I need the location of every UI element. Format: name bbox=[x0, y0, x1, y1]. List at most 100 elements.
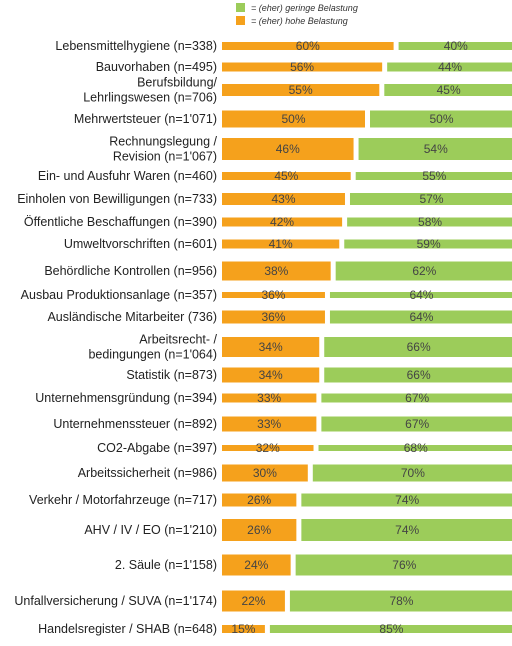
value-label-high-1: 56% bbox=[290, 60, 314, 74]
value-label-low-9: 62% bbox=[412, 264, 436, 278]
bar-high-19 bbox=[222, 519, 297, 541]
category-label-20-0: 2. Säule (n=1'158) bbox=[115, 558, 217, 572]
legend-swatch-orange bbox=[236, 16, 245, 25]
value-label-low-6: 57% bbox=[419, 192, 443, 206]
category-label-2-1: Lehrlingswesen (n=706) bbox=[83, 91, 217, 105]
value-label-low-14: 67% bbox=[405, 391, 429, 405]
value-label-high-14: 33% bbox=[257, 391, 281, 405]
value-label-high-18: 26% bbox=[247, 493, 271, 507]
value-label-low-16: 68% bbox=[404, 441, 428, 455]
value-label-high-7: 42% bbox=[270, 215, 294, 229]
value-label-low-8: 59% bbox=[417, 237, 441, 251]
value-label-low-21: 78% bbox=[389, 594, 413, 608]
category-label-12-0: Arbeitsrecht- / bbox=[139, 333, 217, 347]
value-label-high-5: 45% bbox=[274, 169, 298, 183]
value-label-low-20: 76% bbox=[392, 558, 416, 572]
bar-low-10 bbox=[329, 292, 512, 298]
bar-high-2 bbox=[222, 84, 380, 96]
legend: = (eher) geringe Belastung = (eher) hohe… bbox=[236, 1, 358, 27]
value-label-low-18: 74% bbox=[395, 493, 419, 507]
value-label-low-10: 64% bbox=[409, 288, 433, 302]
value-label-low-11: 64% bbox=[409, 310, 433, 324]
bar-low-21 bbox=[289, 590, 512, 612]
category-label-14-0: Unternehmensgründung (n=394) bbox=[35, 391, 217, 405]
category-label-9-0: Behördliche Kontrollen (n=956) bbox=[44, 264, 217, 278]
bar-high-7 bbox=[222, 217, 343, 227]
value-label-low-12: 66% bbox=[407, 340, 431, 354]
category-label-10-0: Ausbau Produktionsanlage (n=357) bbox=[21, 288, 217, 302]
category-label-3-0: Mehrwertsteuer (n=1'071) bbox=[74, 112, 217, 126]
bar-high-10 bbox=[222, 292, 325, 298]
bar-low-2 bbox=[384, 84, 512, 96]
category-label-17-0: Arbeitssicherheit (n=986) bbox=[78, 466, 217, 480]
category-label-18-0: Verkehr / Motorfahrzeuge (n=717) bbox=[29, 493, 217, 507]
bar-high-8 bbox=[222, 239, 340, 249]
value-label-high-6: 43% bbox=[271, 192, 295, 206]
bar-low-14 bbox=[321, 393, 512, 403]
bar-high-20 bbox=[222, 554, 291, 576]
value-label-high-10: 36% bbox=[261, 288, 285, 302]
value-label-high-11: 36% bbox=[261, 310, 285, 324]
value-label-low-3: 50% bbox=[429, 112, 453, 126]
value-label-high-8: 41% bbox=[269, 237, 293, 251]
bar-high-5 bbox=[222, 172, 351, 180]
legend-label-low: = (eher) geringe Belastung bbox=[251, 2, 358, 13]
bar-low-11 bbox=[329, 310, 512, 324]
category-label-2-0: Berufsbildung/ bbox=[137, 76, 217, 90]
value-label-high-2: 55% bbox=[289, 83, 313, 97]
value-label-high-4: 46% bbox=[276, 142, 300, 156]
category-label-16-0: CO2-Abgabe (n=397) bbox=[97, 441, 217, 455]
bar-high-15 bbox=[222, 416, 317, 432]
category-label-8-0: Umweltvorschriften (n=601) bbox=[64, 237, 217, 251]
bar-high-11 bbox=[222, 310, 325, 324]
bar-high-1 bbox=[222, 62, 383, 72]
bar-low-18 bbox=[301, 493, 512, 507]
value-label-high-19: 26% bbox=[247, 523, 271, 537]
value-label-low-7: 58% bbox=[418, 215, 442, 229]
value-label-high-20: 24% bbox=[244, 558, 268, 572]
bar-high-4 bbox=[222, 138, 354, 160]
legend-swatch-green bbox=[236, 3, 245, 12]
legend-item-high: = (eher) hohe Belastung bbox=[236, 14, 358, 27]
value-label-high-16: 32% bbox=[256, 441, 280, 455]
category-label-6-0: Einholen von Bewilligungen (n=733) bbox=[17, 192, 217, 206]
value-label-high-21: 22% bbox=[241, 594, 265, 608]
bar-high-0 bbox=[222, 42, 394, 50]
category-label-19-0: AHV / IV / EO (n=1'210) bbox=[84, 523, 217, 537]
value-label-low-15: 67% bbox=[405, 417, 429, 431]
bar-high-22 bbox=[222, 625, 265, 633]
value-label-low-19: 74% bbox=[395, 523, 419, 537]
bar-low-15 bbox=[321, 416, 512, 432]
category-label-4-1: Revision (n=1'067) bbox=[113, 150, 217, 164]
bar-low-7 bbox=[347, 217, 512, 227]
bar-low-12 bbox=[324, 337, 512, 357]
value-label-low-2: 45% bbox=[437, 83, 461, 97]
category-label-21-0: Unfallversicherung / SUVA (n=1'174) bbox=[14, 594, 217, 608]
bar-low-1 bbox=[387, 62, 512, 72]
value-label-low-17: 70% bbox=[401, 466, 425, 480]
bar-high-18 bbox=[222, 493, 297, 507]
legend-item-low: = (eher) geringe Belastung bbox=[236, 1, 358, 14]
value-label-low-13: 66% bbox=[407, 368, 431, 382]
value-label-high-9: 38% bbox=[264, 264, 288, 278]
value-label-low-1: 44% bbox=[438, 60, 462, 74]
value-label-low-5: 55% bbox=[422, 169, 446, 183]
value-label-high-3: 50% bbox=[281, 112, 305, 126]
bar-low-3 bbox=[370, 110, 512, 128]
legend-label-high: = (eher) hohe Belastung bbox=[251, 15, 348, 26]
value-label-low-4: 54% bbox=[424, 142, 448, 156]
value-label-high-0: 60% bbox=[296, 39, 320, 53]
bar-low-5 bbox=[355, 172, 512, 180]
bar-low-17 bbox=[312, 464, 512, 482]
bar-high-6 bbox=[222, 193, 345, 205]
bar-high-16 bbox=[222, 445, 314, 451]
bar-low-0 bbox=[398, 42, 512, 50]
category-label-5-0: Ein- und Ausfuhr Waren (n=460) bbox=[38, 169, 217, 183]
bar-high-17 bbox=[222, 464, 308, 482]
bar-low-22 bbox=[269, 625, 512, 633]
category-label-7-0: Öffentliche Beschaffungen (n=390) bbox=[24, 215, 217, 229]
category-label-11-0: Ausländische Mitarbeiter (736) bbox=[47, 310, 217, 324]
value-label-low-22: 85% bbox=[379, 622, 403, 636]
bar-low-6 bbox=[349, 193, 512, 205]
category-label-13-0: Statistik (n=873) bbox=[126, 368, 217, 382]
